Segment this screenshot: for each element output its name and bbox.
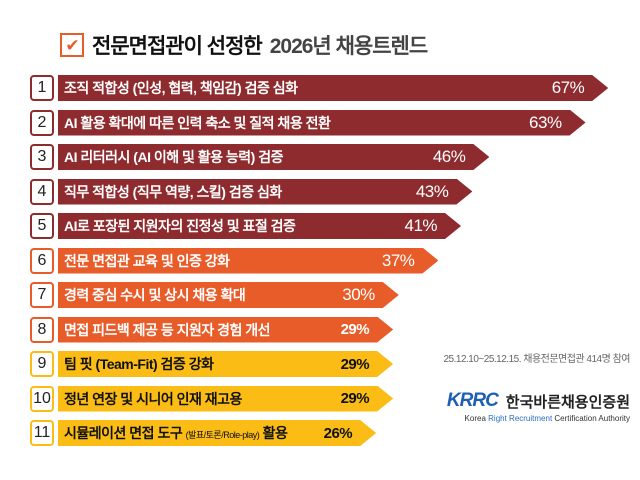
bar: AI 리터러시 (AI 이해 및 활용 능력) 검증 46%: [58, 144, 489, 170]
bar: 직무 적합성 (직무 역량, 스킬) 검증 심화 43%: [58, 179, 472, 205]
logo-eng-1: Korea: [464, 414, 486, 423]
rank-badge: 3: [30, 144, 54, 170]
logo-eng-3: Certification Authority: [554, 414, 630, 423]
bar: 면접 피드백 제공 등 지원자 경험 개선 29%: [58, 317, 393, 343]
rank-badge: 8: [30, 316, 54, 343]
bar: AI로 포장된 지원자의 진정성 및 표절 검증 41%: [58, 213, 461, 239]
bar-label-group: 조직 적합성 (인성, 협력, 책임감) 검증 심화: [64, 78, 298, 98]
bar-value: 29%: [340, 390, 370, 407]
bar-label-group: 경력 중심 수시 및 상시 채용 확대: [64, 285, 245, 305]
bar-label-group: 시뮬레이션 면접 도구 (발표/토론/Role-play) 활용: [64, 423, 287, 443]
bar: AI 활용 확대에 따른 인력 축소 및 질적 채용 전환 63%: [58, 110, 586, 136]
bar-label-group: 면접 피드백 제공 등 지원자 경험 개선: [64, 320, 270, 340]
rank-badge: 2: [30, 109, 54, 136]
bar-label-group: AI 활용 확대에 따른 인력 축소 및 질적 채용 전환: [64, 113, 330, 133]
bar-label: 팀 핏 (Team-Fit) 검증 강화: [64, 356, 214, 372]
bar-label: AI 리터러시 (AI 이해 및 활용 능력) 검증: [64, 149, 283, 165]
bar: 전문 면접관 교육 및 인증 강화 37%: [58, 248, 438, 274]
rank-badge: 10: [30, 385, 54, 412]
bar-label-group: 전문 면접관 교육 및 인증 강화: [64, 251, 230, 271]
survey-note: 25.12.10~25.12.15. 채용전문면접관 414명 참여: [443, 354, 631, 365]
bar-label-group: 정년 연장 및 시니어 인재 재고용: [64, 389, 242, 409]
logo-english: Korea Right Recruitment Certification Au…: [465, 414, 630, 423]
bar-label: 직무 적합성 (직무 역량, 스킬) 검증 심화: [64, 183, 282, 200]
bar-value: 30%: [342, 285, 375, 304]
bar-label-small: (발표/토론/Role-play): [185, 430, 260, 440]
logo-abbr: KRRC: [446, 390, 499, 411]
bar: 팀 핏 (Team-Fit) 검증 강화 29%: [58, 351, 393, 377]
rank-badge: 6: [30, 247, 54, 274]
rank-badge: 7: [30, 282, 54, 308]
bar-value: 29%: [340, 355, 370, 373]
rank-badge: 4: [30, 178, 54, 205]
bar-value: 46%: [432, 147, 466, 166]
bar: 정년 연장 및 시니어 인재 재고용 29%: [58, 386, 393, 412]
bar-value: 26%: [323, 424, 353, 442]
rank-badge: 1: [30, 75, 54, 101]
bar-label-group: AI 리터러시 (AI 이해 및 활용 능력) 검증: [64, 147, 283, 167]
bar-value: 29%: [340, 321, 370, 338]
bar-label: 경력 중심 수시 및 상시 채용 확대: [64, 287, 246, 303]
chart-title: ✔ 전문면접관이 선정한 2026년 채용트렌드: [60, 30, 428, 60]
rank-badge: 5: [30, 213, 54, 239]
title-prefix: 전문면접관이 선정한: [92, 35, 263, 58]
rank-badge: 9: [30, 351, 54, 377]
bar-label: 시뮬레이션 면접 도구: [64, 425, 183, 441]
logo-name: 한국바른채용인증원: [505, 393, 630, 411]
bar-value: 41%: [404, 216, 438, 235]
bar-value: 37%: [381, 250, 415, 270]
bar-value: 63%: [529, 112, 562, 132]
bar-value: 43%: [415, 181, 449, 201]
bar: 시뮬레이션 면접 도구 (발표/토론/Role-play) 활용 26%: [58, 420, 376, 446]
title-main: 2026년 채용트렌드: [269, 35, 428, 58]
bar-label: AI 활용 확대에 따른 인력 축소 및 질적 채용 전환: [64, 114, 331, 131]
bar-label: 정년 연장 및 시니어 인재 재고용: [64, 390, 242, 407]
bar-label-group: 팀 핏 (Team-Fit) 검증 강화: [64, 354, 213, 374]
checkbox-icon: ✔: [60, 33, 84, 57]
bar-value: 67%: [551, 78, 585, 97]
bar-label: 조직 적합성 (인성, 협력, 책임감) 검증 심화: [64, 80, 298, 96]
bar-label-suffix: 활용: [262, 425, 288, 441]
logo: KRRC 한국바른채용인증원: [447, 390, 630, 412]
bar: 경력 중심 수시 및 상시 채용 확대 30%: [58, 282, 399, 308]
bar-label: AI로 포장된 지원자의 진정성 및 표절 검증: [64, 218, 296, 234]
bar-label-group: AI로 포장된 지원자의 진정성 및 표절 검증: [64, 216, 295, 236]
rank-badge: 11: [30, 420, 54, 446]
logo-eng-2: Right Recruitment: [488, 414, 553, 423]
bar-label: 전문 면접관 교육 및 인증 강화: [64, 252, 230, 269]
bar-label: 면접 피드백 제공 등 지원자 경험 개선: [64, 321, 271, 338]
bar-label-group: 직무 적합성 (직무 역량, 스킬) 검증 심화: [64, 182, 282, 202]
bar: 조직 적합성 (인성, 협력, 책임감) 검증 심화 67%: [58, 75, 608, 101]
